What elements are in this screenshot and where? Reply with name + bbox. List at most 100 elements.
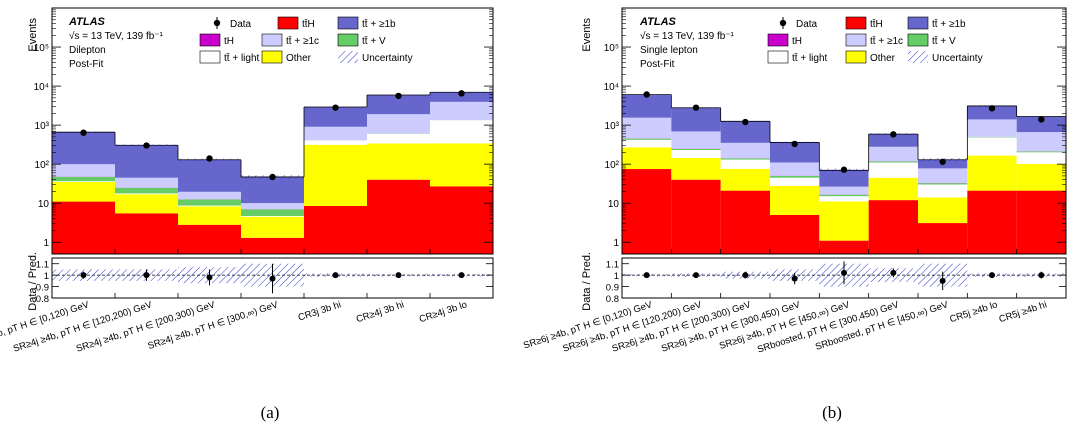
panel-a: Events Data / Pred. ATLAS √s = 13 TeV, 1… xyxy=(0,7,494,422)
ratio-point xyxy=(269,275,276,282)
bar-segment xyxy=(1016,190,1066,254)
bar-segment xyxy=(178,224,241,254)
y-tick-label: 10³ xyxy=(35,121,50,132)
legend-label: tt̄ + ≥1b xyxy=(932,18,966,30)
experiment-label: ATLAS xyxy=(68,16,106,28)
ratio-y-axis-label: Data / Pred. xyxy=(581,252,593,311)
legend-label: Data xyxy=(796,19,818,30)
bar-segment xyxy=(671,131,721,149)
legend-label: tt̄H xyxy=(870,18,883,30)
data-point xyxy=(890,131,897,138)
x-category-label: CR5j ≥4b hi xyxy=(998,299,1049,325)
y-tick-label: 10 xyxy=(608,199,620,210)
bar-segment xyxy=(52,132,115,165)
data-point xyxy=(143,142,150,149)
bar-segment xyxy=(304,205,367,254)
x-category-label: CR≥4j 3b hi xyxy=(355,299,406,325)
bar-segment xyxy=(819,194,869,197)
bar-segment xyxy=(52,201,115,254)
bar-segment xyxy=(967,190,1017,254)
bar-segment xyxy=(367,133,430,144)
y-tick-label: 10 xyxy=(38,199,50,210)
ratio-tick-label: 1 xyxy=(44,271,49,282)
ratio-point xyxy=(332,272,339,279)
bar-segment xyxy=(967,105,1017,120)
bar-segment xyxy=(367,143,430,180)
bar-segment xyxy=(115,213,178,254)
bar-segment xyxy=(622,139,672,148)
bar-segment xyxy=(622,138,672,140)
legend-label: tH xyxy=(224,36,234,47)
bar-segment xyxy=(967,155,1017,191)
bar-segment xyxy=(304,140,367,145)
bar-segment xyxy=(241,203,304,210)
data-point xyxy=(80,129,87,136)
ratio-tick-label: 1.1 xyxy=(36,260,49,271)
legend-item-uncertainty: Uncertainty xyxy=(908,51,983,64)
bar-segment xyxy=(671,150,721,158)
bar-segment xyxy=(241,216,304,238)
ratio-point xyxy=(693,272,699,279)
legend-label: Uncertainty xyxy=(362,53,413,64)
legend-item-data: Data xyxy=(779,17,818,30)
bar-segment xyxy=(868,177,918,201)
ratio-point xyxy=(395,272,402,279)
data-point xyxy=(269,173,276,181)
legend-label: tt̄ + V xyxy=(362,35,386,47)
bar-segment xyxy=(52,181,115,182)
legend-item-data: Data xyxy=(213,17,252,30)
bar-segment xyxy=(430,186,493,254)
ratio-point xyxy=(80,272,87,279)
ratio-point xyxy=(989,272,995,279)
ratio-tick-label: 0.8 xyxy=(606,294,619,305)
data-point xyxy=(332,104,339,111)
bar-segment xyxy=(304,126,367,141)
ratio-point xyxy=(841,269,847,276)
data-point xyxy=(458,90,465,97)
panel-label: (b) xyxy=(822,403,842,422)
ratio-point xyxy=(939,277,946,284)
data-point xyxy=(742,118,749,126)
legend-item-uncertainty: Uncertainty xyxy=(338,51,413,64)
x-category-label: CR≥4j 3b lo xyxy=(418,299,469,325)
legend-item-tth: tt̄H xyxy=(277,16,315,30)
ratio-point xyxy=(1038,272,1045,279)
y-tick-label: 1 xyxy=(613,238,619,249)
bar-segment xyxy=(430,143,493,187)
y-axis-label: Events xyxy=(581,18,593,52)
bar-segment xyxy=(819,196,869,202)
bar-segment xyxy=(720,159,770,169)
legend-item-th: tH xyxy=(767,33,802,47)
bar-segment xyxy=(178,159,241,192)
data-point xyxy=(1038,116,1045,123)
bar-segment xyxy=(770,142,820,163)
bar-segment xyxy=(367,95,430,115)
bar-segment xyxy=(241,216,304,217)
y-tick-label: 10² xyxy=(605,160,620,171)
bar-segment xyxy=(868,162,918,178)
bar-segment xyxy=(430,120,493,144)
bar-segment xyxy=(819,201,869,241)
ratio-tick-label: 1 xyxy=(614,271,619,282)
bar-segment xyxy=(671,179,721,254)
legend-item-ttlight: tt̄ + light xyxy=(767,50,828,64)
bar-segment xyxy=(819,170,869,187)
bar-segment xyxy=(671,107,721,132)
bar-segment xyxy=(819,186,869,195)
legend-item-ttb: tt̄ + ≥1b xyxy=(337,16,396,30)
bar-segment xyxy=(178,206,241,225)
bar-segment xyxy=(241,176,304,204)
legend-label: tt̄ + ≥1b xyxy=(362,18,396,30)
energy-label: √s = 13 TeV, 139 fb⁻¹ xyxy=(69,30,164,42)
bar-segment xyxy=(770,175,820,178)
bar-segment xyxy=(241,237,304,254)
y-tick-label: 10³ xyxy=(605,121,620,132)
bar-segment xyxy=(178,199,241,206)
bar-segment xyxy=(115,193,178,195)
ratio-frame xyxy=(621,257,1067,299)
bar-segment xyxy=(720,168,770,191)
bar-segment xyxy=(1016,151,1066,153)
ratio-point xyxy=(890,269,897,276)
bar-segment xyxy=(304,107,367,127)
data-point xyxy=(692,104,700,111)
